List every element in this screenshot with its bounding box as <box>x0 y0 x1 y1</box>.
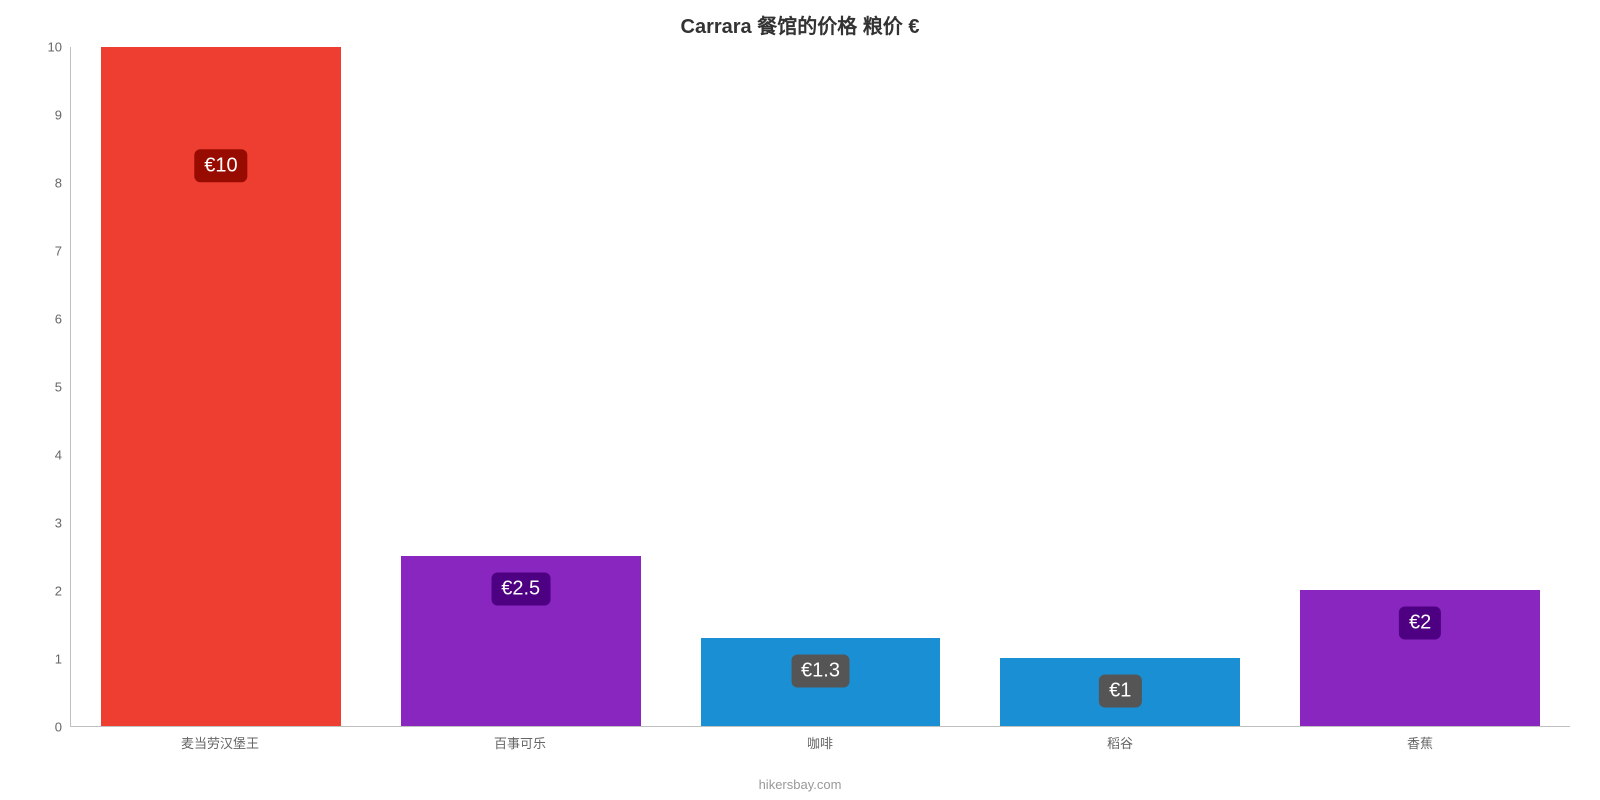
x-axis-label: 稻谷 <box>1107 733 1133 752</box>
y-tick-label: 6 <box>55 312 62 327</box>
bar-value-label: €2.5 <box>491 573 550 606</box>
price-bar-chart: Carrara 餐馆的价格 粮价 € 012345678910 €10€2.5€… <box>0 0 1600 800</box>
bar-value-label: €1.3 <box>791 654 850 687</box>
x-axis: 麦当劳汉堡王 百事可乐 咖啡 稻谷 香蕉 <box>70 727 1570 753</box>
y-tick-label: 2 <box>55 584 62 599</box>
y-tick-label: 10 <box>48 40 62 55</box>
bar-value-label: €2 <box>1399 607 1441 640</box>
x-axis-label: 香蕉 <box>1407 733 1433 752</box>
y-axis: 012345678910 <box>30 47 70 727</box>
plot-row: 012345678910 €10€2.5€1.3€1€2 <box>30 47 1570 727</box>
x-axis-label: 咖啡 <box>807 733 833 752</box>
y-tick-label: 3 <box>55 516 62 531</box>
y-tick-label: 4 <box>55 448 62 463</box>
y-tick-label: 0 <box>55 720 62 735</box>
bar-value-label: €10 <box>194 149 247 182</box>
y-tick-label: 5 <box>55 380 62 395</box>
bar-value-label: €1 <box>1099 675 1141 708</box>
y-tick-label: 7 <box>55 244 62 259</box>
y-tick-label: 8 <box>55 176 62 191</box>
x-axis-label: 麦当劳汉堡王 <box>181 733 259 752</box>
y-tick-label: 1 <box>55 652 62 667</box>
x-axis-label: 百事可乐 <box>494 733 546 752</box>
plot-area: €10 €2.5 €1.3 €1 €2 <box>70 47 1570 727</box>
chart-title: Carrara 餐馆的价格 粮价 € <box>30 10 1570 39</box>
y-tick-label: 9 <box>55 108 62 123</box>
attribution-text: hikersbay.com <box>759 777 842 792</box>
